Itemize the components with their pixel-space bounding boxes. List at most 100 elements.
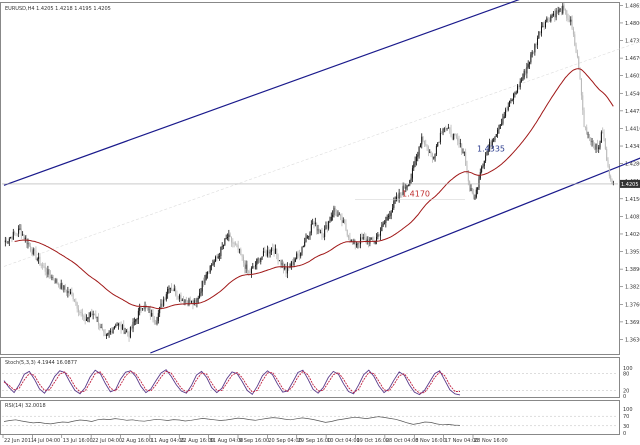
candle-body (193, 300, 195, 305)
candle-body (197, 298, 199, 300)
candle-body (380, 231, 382, 236)
candle-body (30, 246, 32, 251)
candle-body (595, 143, 597, 150)
x-tick-label: 31 Aug 04:00 (210, 438, 244, 444)
price-y-tick-label: 1.4865 (625, 3, 640, 9)
candle-body (336, 211, 338, 216)
candle-body (262, 251, 264, 257)
candle-body (272, 248, 274, 249)
candle-body (344, 220, 346, 224)
candle-body (85, 319, 87, 321)
candle-body (483, 160, 485, 166)
candle-body (175, 288, 177, 296)
candle-body (177, 296, 179, 299)
candle-body (70, 291, 72, 294)
candle-body (156, 320, 158, 324)
candle-body (274, 248, 276, 254)
price-y-tick-label: 1.3825 (625, 285, 640, 291)
candle-body (320, 232, 322, 233)
candle-body (208, 271, 210, 273)
price-y-tick-label: 1.4605 (625, 74, 640, 80)
candle-body (422, 136, 424, 141)
candle-body (358, 243, 360, 245)
candle-body (521, 80, 523, 82)
candle-body (48, 269, 50, 275)
candle-body (196, 299, 198, 303)
candle-body (451, 136, 453, 140)
candle-body (22, 234, 24, 236)
candle-body (602, 132, 604, 134)
candle-body (525, 70, 527, 74)
candle-body (39, 256, 41, 265)
candle-body (96, 317, 98, 318)
price-y-tick-label: 1.4150 (625, 197, 640, 203)
candle-body (50, 274, 52, 279)
candle-body (499, 124, 501, 129)
candle-body (426, 144, 428, 147)
candle-body (554, 13, 556, 18)
candle-body (91, 312, 93, 315)
candle-body (128, 333, 130, 338)
candle-body (385, 220, 387, 223)
candle-body (223, 244, 225, 247)
candle-body (529, 62, 531, 65)
candle-body (454, 133, 456, 135)
candle-body (143, 308, 145, 309)
stochastic-y-tick-label: 20 (623, 388, 629, 394)
candle-body (411, 168, 413, 179)
candle-body (123, 324, 125, 334)
candle-body (321, 232, 323, 237)
candle-body (441, 132, 443, 134)
candle-body (185, 300, 187, 302)
candle-body (568, 20, 570, 22)
candle-body (563, 5, 565, 10)
candle-body (523, 70, 525, 78)
candle-body (105, 334, 107, 337)
candle-body (600, 132, 602, 143)
candle-body (40, 264, 42, 266)
candle-body (433, 157, 435, 159)
candle-body (15, 233, 17, 234)
price-y-tick-label: 1.4280 (625, 162, 640, 168)
candle-body (121, 324, 123, 330)
candle-body (60, 282, 62, 289)
candle-body (35, 250, 37, 260)
candle-body (455, 134, 457, 138)
candle-body (510, 99, 512, 101)
candle-body (552, 13, 554, 16)
regression-channel[interactable] (3, 0, 640, 354)
candle-body (189, 299, 191, 303)
candle-body (431, 154, 433, 159)
candle-body (200, 291, 202, 294)
candle-body (306, 236, 308, 238)
candle-body (278, 260, 280, 262)
candle-body (566, 10, 568, 19)
stochastic-y-tick-label: 100 (623, 366, 633, 372)
candle-body (87, 317, 89, 320)
moving-average-series (14, 68, 614, 310)
candle-body (276, 248, 278, 255)
candle-body (485, 155, 487, 161)
price-y-tick-label: 1.3630 (625, 337, 640, 343)
candle-body (556, 10, 558, 13)
candle-body (519, 81, 521, 88)
candle-body (575, 45, 577, 53)
candle-body (546, 18, 548, 22)
candle-body (115, 325, 117, 327)
candle-body (205, 274, 207, 280)
candle-body (244, 262, 246, 269)
candle-body (225, 237, 227, 239)
candle-body (461, 143, 463, 153)
candle-body (66, 289, 68, 293)
candle-body (212, 264, 214, 266)
candle-body (32, 249, 34, 255)
candle-body (84, 316, 86, 321)
candle-body (564, 9, 566, 11)
price-y-tick-label: 1.3695 (625, 320, 640, 326)
candle-body (71, 291, 73, 294)
candle-body (494, 136, 496, 140)
candle-body (58, 283, 60, 286)
